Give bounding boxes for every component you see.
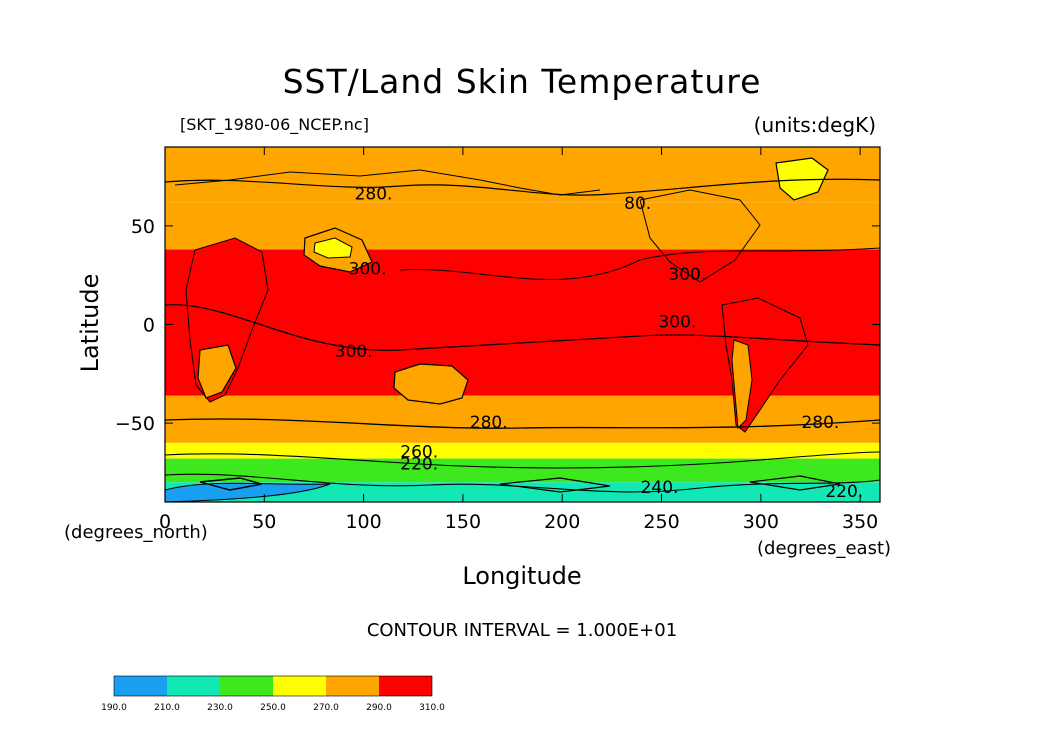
temp-band-0	[165, 147, 880, 203]
colorbar-level-label: 250.0	[260, 703, 286, 713]
y-tick-label: 0	[143, 315, 155, 337]
y-unit-label: (degrees_north)	[64, 522, 208, 543]
x-unit-label: (degrees_east)	[757, 538, 892, 559]
colorbar-level-label: 290.0	[366, 703, 392, 713]
y-tick-label: −50	[115, 413, 155, 435]
y-tick-label: 50	[131, 216, 155, 238]
colorbar-level-label: 210.0	[154, 703, 180, 713]
contour-label-7: 80.	[624, 194, 651, 214]
south-contour-260	[165, 451, 880, 469]
tibet-core	[313, 237, 353, 259]
antarctic-loop-3	[749, 475, 841, 491]
units-label: (units:degK)	[753, 113, 876, 137]
colorbar-level-label: 270.0	[313, 703, 339, 713]
colorbar-swatch-5	[379, 676, 432, 696]
contour-label-1: 280.	[470, 413, 508, 433]
contour-label-5: 300.	[668, 265, 706, 285]
colorbar-swatch-1	[167, 676, 220, 696]
temp-band-6	[165, 482, 880, 502]
x-tick-label: 250	[643, 511, 679, 533]
north-contour-280	[165, 178, 880, 196]
x-tick-label: 200	[544, 511, 580, 533]
contour-interval-text: CONTOUR INTERVAL = 1.000E+01	[366, 620, 678, 641]
contour-label-0: 280.	[355, 184, 393, 204]
australia-outline	[393, 363, 469, 405]
x-tick-label: 300	[743, 511, 779, 533]
continent-outlines	[165, 157, 880, 502]
colorbar-level-label: 190.0	[101, 703, 127, 713]
contour-label-8: 260.	[400, 443, 438, 463]
south-contour-280	[165, 418, 880, 429]
antarctic-loop-2	[499, 477, 611, 493]
colorbar-swatch-0	[114, 676, 167, 696]
contour-labels: 280.280. 280.300.300.300.300.80.260.220.2…	[335, 184, 863, 502]
temp-band-1	[165, 202, 880, 250]
file-label: [SKT_1980-06_NCEP.nc]	[180, 115, 369, 134]
colorbar-swatch-3	[273, 676, 326, 696]
chart-title: SST/Land Skin Temperature	[282, 62, 762, 101]
x-tick-label: 50	[252, 511, 276, 533]
greenland-outline	[775, 157, 829, 201]
colorbar-swatch-2	[220, 676, 273, 696]
x-tick-label: 100	[345, 511, 381, 533]
x-tick-label: 0	[159, 511, 171, 533]
contour-label-10: 240.	[641, 478, 679, 498]
antarctic-blue-patch	[165, 482, 331, 502]
contour-label-2: 280.	[801, 413, 839, 433]
x-axis-label: Longitude	[462, 562, 582, 590]
x-tick-label: 350	[842, 511, 878, 533]
colorbar-frame	[113, 675, 433, 697]
equator-contour-300	[165, 304, 880, 351]
north-america-outline	[639, 189, 761, 283]
antarctic-loop-1	[199, 477, 263, 491]
contour-label-9: 220.	[400, 455, 438, 475]
colorbar-level-label: 230.0	[207, 703, 233, 713]
colorbar: 190.0 210.0 230.0 250.0 270.0 290.0 310.0	[101, 675, 445, 713]
north-contour-300	[399, 247, 880, 280]
contour-label-6: 300.	[349, 259, 387, 279]
south-contour-240	[165, 473, 880, 493]
temp-band-4	[165, 442, 880, 459]
colorbar-level-label: 310.0	[419, 703, 445, 713]
axes: 0 50 100 150 200 250 300 350 −50 0 50	[115, 147, 880, 533]
x-tick-label: 150	[445, 511, 481, 533]
eurasia-coast	[174, 169, 601, 196]
contour-label-3: 300.	[335, 342, 373, 362]
andes-patch	[731, 339, 753, 430]
southern-africa-patch	[197, 344, 237, 399]
contour-label-4: 300.	[658, 313, 696, 333]
contour-label-11: 220.	[825, 482, 863, 502]
colorbar-swatch-4	[326, 676, 379, 696]
